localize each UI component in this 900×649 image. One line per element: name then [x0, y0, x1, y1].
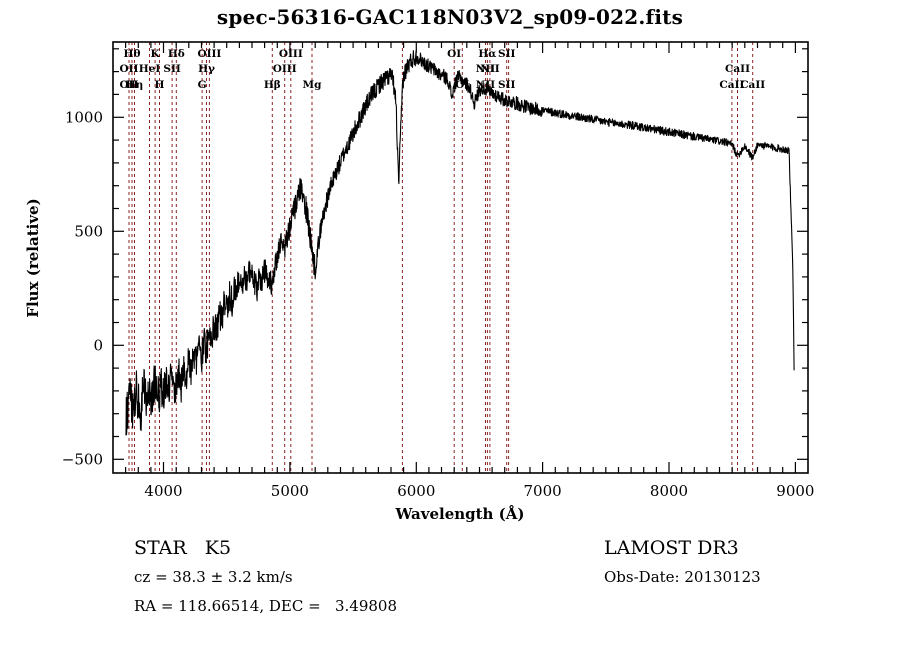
spectral-line-label: NII [476, 79, 496, 91]
spectral-line-label: NII [476, 63, 496, 75]
redshift-line: cz = 38.3 ± 3.2 km/s [134, 568, 293, 586]
spectral-line-label: SII [163, 63, 180, 75]
x-tick-label: 6000 [397, 482, 435, 500]
spectral-line-label: OI [455, 79, 469, 91]
spectral-line-label: H [155, 79, 165, 91]
y-tick-label: 500 [74, 222, 103, 240]
spectral-line-label: CaII [740, 79, 765, 91]
y-tick-label: 0 [93, 336, 103, 354]
axis-ticks [113, 42, 808, 473]
spectrum-trace-group [125, 50, 795, 436]
footer-left-block: STAR K5 cz = 38.3 ± 3.2 km/s RA = 118.66… [134, 533, 564, 621]
spectral-line-label: Hδ [168, 48, 185, 60]
spectral-line-label: OII [120, 79, 139, 91]
emission-line-markers [128, 42, 754, 473]
spectral-line-label: Hη [126, 79, 144, 91]
spectral-line-label: OIII [197, 48, 221, 60]
spectral-line-label: NII [480, 63, 500, 75]
page-title: spec-56316-GAC118N03V2_sp09-022.fits [216, 5, 684, 29]
plot-border [112, 41, 809, 474]
coordinates-line: RA = 118.66514, DEC = 3.49808 [134, 597, 398, 615]
spectral-line-label: OI [447, 48, 461, 60]
spectral-line-label: SII [498, 48, 515, 60]
spectral-line-label: K [151, 48, 161, 60]
y-axis-title: Flux (relative) [24, 198, 42, 317]
spectrum-plot: 4000 5000 6000 7000 8000 9000 −500 0 500 1000 Hθ K… [24, 41, 815, 523]
spectral-line-label: OIII [273, 63, 297, 75]
obs-date-line: Obs-Date: 20130123 [604, 568, 761, 586]
spectral-line-label: OIII [279, 48, 303, 60]
spectrum-trace [125, 50, 795, 436]
spectral-line-label: Hα [478, 48, 496, 60]
plot-svg: 4000 5000 6000 7000 8000 9000 −500 0 500 1000 Hθ K… [24, 41, 815, 523]
spectral-line-label: OII [120, 63, 139, 75]
footer-right-block: LAMOST DR3 Obs-Date: 20130123 [604, 533, 894, 592]
spectral-line-label: SII [498, 79, 515, 91]
spectral-line-label: CaII [725, 63, 750, 75]
axis-tick-labels: 4000 5000 6000 7000 8000 9000 −500 0 500 1000 [62, 108, 815, 500]
x-tick-label: 5000 [271, 482, 309, 500]
x-tick-label: 7000 [524, 482, 562, 500]
x-axis-title: Wavelength (Å) [394, 505, 524, 523]
spectral-line-label: Hβ [264, 79, 281, 91]
spectral-line-label: HeI [139, 63, 161, 75]
spectral-line-label: G [198, 79, 207, 91]
object-class-line: STAR K5 [134, 537, 232, 559]
spectral-line-label: Hθ [124, 48, 141, 60]
x-tick-label: 8000 [650, 482, 688, 500]
spectral-line-label: Hγ [198, 63, 215, 75]
spectral-line-label: CaII [719, 79, 744, 91]
x-tick-label: 4000 [144, 482, 182, 500]
x-tick-label: 9000 [776, 482, 814, 500]
spectral-line-label: Mg [303, 79, 323, 91]
plot-frame [112, 41, 809, 474]
y-tick-label: 1000 [65, 108, 103, 126]
y-tick-label: −500 [62, 450, 103, 468]
survey-release-line: LAMOST DR3 [604, 537, 739, 559]
